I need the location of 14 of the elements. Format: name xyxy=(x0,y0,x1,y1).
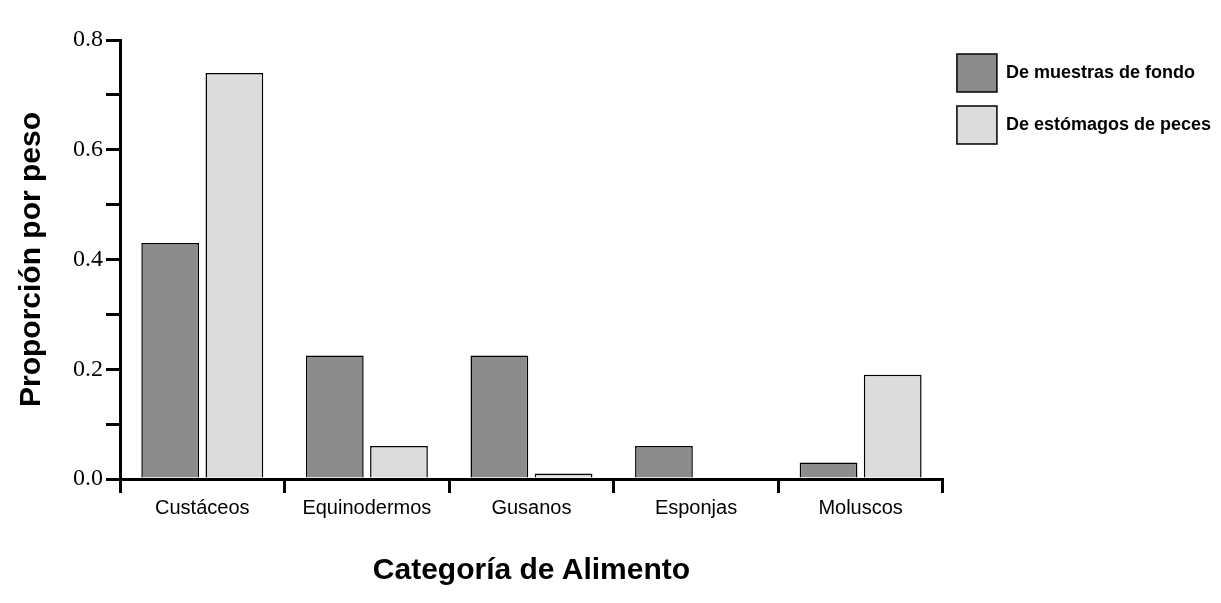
x-tick-label: Custáceos xyxy=(155,495,250,518)
x-tick-label: Esponjas xyxy=(654,495,738,518)
y-tick-label: 0.8 xyxy=(73,25,103,52)
x-tick-label: Gusanos xyxy=(491,495,572,518)
y-tick-label: 0.0 xyxy=(73,464,103,491)
legend-label: De muestras de fondo xyxy=(1005,61,1195,82)
legend-label: De estómagos de peces xyxy=(1005,113,1212,134)
x-axis-title: Categoría de Alimento xyxy=(372,552,691,586)
x-tick-label: Equinodermos xyxy=(302,495,432,518)
y-axis-title: Proporción por peso xyxy=(13,111,47,408)
y-tick-label: 0.4 xyxy=(73,244,103,271)
y-tick-label: 0.2 xyxy=(73,354,103,381)
x-tick-label: Moluscos xyxy=(818,495,903,518)
y-tick-label: 0.6 xyxy=(73,135,103,162)
